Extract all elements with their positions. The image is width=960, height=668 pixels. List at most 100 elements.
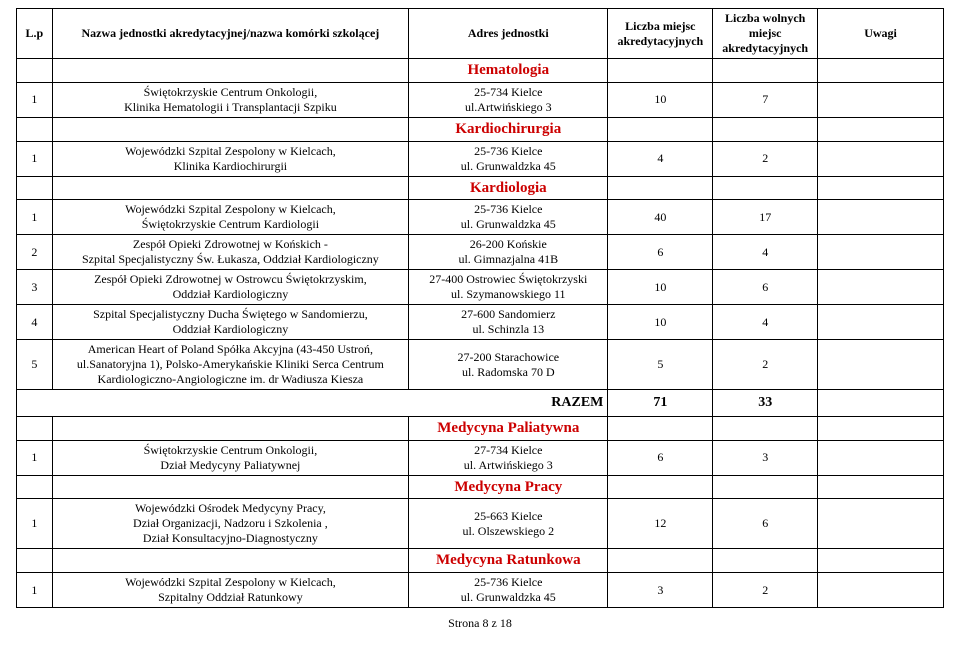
page: L.p Nazwa jednostki akredytacyjnej/nazwa… <box>0 0 960 639</box>
section-title-cell: Medycyna Ratunkowa <box>409 549 608 573</box>
cell-uwagi <box>818 305 944 340</box>
table-row: 1Wojewódzki Szpital Zespolony w Kielcach… <box>17 141 944 176</box>
section-spacer <box>17 117 53 141</box>
section-spacer <box>713 475 818 499</box>
cell-name: Wojewódzki Ośrodek Medycyny Pracy,Dział … <box>52 499 409 549</box>
cell-uwagi <box>818 440 944 475</box>
section-row: Kardiochirurgia <box>17 117 944 141</box>
section-row: Medycyna Ratunkowa <box>17 549 944 573</box>
header-col2: Liczba wolnych miejsc akredytacyjnych <box>713 9 818 59</box>
cell-uwagi <box>818 82 944 117</box>
table-row: 1Świętokrzyskie Centrum Onkologii,Dział … <box>17 440 944 475</box>
cell-v2: 2 <box>713 340 818 390</box>
section-spacer <box>713 416 818 440</box>
header-name: Nazwa jednostki akredytacyjnej/nazwa kom… <box>52 9 409 59</box>
section-spacer <box>818 475 944 499</box>
accreditation-table: L.p Nazwa jednostki akredytacyjnej/nazwa… <box>16 8 944 608</box>
cell-v1: 6 <box>608 235 713 270</box>
section-title: Kardiologia <box>470 180 547 196</box>
cell-v2: 7 <box>713 82 818 117</box>
table-body: Hematologia1Świętokrzyskie Centrum Onkol… <box>17 59 944 608</box>
table-row: 4Szpital Specjalistyczny Ducha Świętego … <box>17 305 944 340</box>
cell-uwagi <box>818 499 944 549</box>
table-row: 2Zespół Opieki Zdrowotnej w Końskich -Sz… <box>17 235 944 270</box>
cell-addr: 27-400 Ostrowiec Świętokrzyskiul. Szyman… <box>409 270 608 305</box>
cell-v2: 3 <box>713 440 818 475</box>
section-spacer <box>818 416 944 440</box>
section-spacer <box>608 416 713 440</box>
section-spacer <box>17 176 53 200</box>
cell-v1: 10 <box>608 82 713 117</box>
section-spacer <box>713 176 818 200</box>
section-spacer <box>608 549 713 573</box>
section-spacer <box>52 117 409 141</box>
cell-addr: 27-200 Starachowiceul. Radomska 70 D <box>409 340 608 390</box>
cell-addr: 25-736 Kielceul. Grunwaldzka 45 <box>409 141 608 176</box>
cell-v1: 4 <box>608 141 713 176</box>
cell-addr: 27-734 Kielceul. Artwińskiego 3 <box>409 440 608 475</box>
section-row: Medycyna Paliatywna <box>17 416 944 440</box>
table-row: 1Wojewódzki Szpital Zespolony w Kielcach… <box>17 573 944 608</box>
section-row: Medycyna Pracy <box>17 475 944 499</box>
section-spacer <box>713 549 818 573</box>
cell-lp: 4 <box>17 305 53 340</box>
section-spacer <box>17 416 53 440</box>
cell-v1: 6 <box>608 440 713 475</box>
section-spacer <box>818 117 944 141</box>
cell-uwagi <box>818 270 944 305</box>
section-spacer <box>713 59 818 83</box>
razem-v2: 33 <box>713 390 818 417</box>
cell-addr: 25-736 Kielceul. Grunwaldzka 45 <box>409 573 608 608</box>
cell-uwagi <box>818 141 944 176</box>
section-title: Medycyna Ratunkowa <box>436 552 581 568</box>
table-row: 1Wojewódzki Ośrodek Medycyny Pracy,Dział… <box>17 499 944 549</box>
cell-name: Szpital Specjalistyczny Ducha Świętego w… <box>52 305 409 340</box>
section-spacer <box>818 549 944 573</box>
table-row: 1Wojewódzki Szpital Zespolony w Kielcach… <box>17 200 944 235</box>
section-spacer <box>17 59 53 83</box>
section-spacer <box>818 176 944 200</box>
cell-name: Świętokrzyskie Centrum Onkologii,Klinika… <box>52 82 409 117</box>
section-spacer <box>818 59 944 83</box>
cell-lp: 1 <box>17 200 53 235</box>
cell-addr: 25-736 Kielceul. Grunwaldzka 45 <box>409 200 608 235</box>
cell-name: Świętokrzyskie Centrum Onkologii,Dział M… <box>52 440 409 475</box>
cell-v2: 4 <box>713 305 818 340</box>
razem-label: RAZEM <box>17 390 608 417</box>
table-row: 3Zespół Opieki Zdrowotnej w Ostrowcu Świ… <box>17 270 944 305</box>
section-spacer <box>608 176 713 200</box>
section-title-cell: Medycyna Paliatywna <box>409 416 608 440</box>
table-row: 5American Heart of Poland Spółka Akcyjna… <box>17 340 944 390</box>
section-title-cell: Hematologia <box>409 59 608 83</box>
section-spacer <box>17 475 53 499</box>
cell-name: Wojewódzki Szpital Zespolony w Kielcach,… <box>52 200 409 235</box>
cell-v1: 5 <box>608 340 713 390</box>
cell-v1: 40 <box>608 200 713 235</box>
section-title: Kardiochirurgia <box>455 121 561 137</box>
cell-v2: 2 <box>713 573 818 608</box>
section-title-cell: Kardiochirurgia <box>409 117 608 141</box>
cell-v2: 4 <box>713 235 818 270</box>
cell-v1: 12 <box>608 499 713 549</box>
section-spacer <box>713 117 818 141</box>
cell-addr: 26-200 Końskieul. Gimnazjalna 41B <box>409 235 608 270</box>
cell-v1: 10 <box>608 305 713 340</box>
cell-name: Zespół Opieki Zdrowotnej w Ostrowcu Świę… <box>52 270 409 305</box>
cell-lp: 1 <box>17 82 53 117</box>
cell-uwagi <box>818 200 944 235</box>
section-spacer <box>52 475 409 499</box>
section-spacer <box>52 416 409 440</box>
cell-lp: 1 <box>17 440 53 475</box>
cell-name: Zespół Opieki Zdrowotnej w Końskich -Szp… <box>52 235 409 270</box>
cell-addr: 27-600 Sandomierzul. Schinzla 13 <box>409 305 608 340</box>
cell-v2: 2 <box>713 141 818 176</box>
cell-name: Wojewódzki Szpital Zespolony w Kielcach,… <box>52 141 409 176</box>
cell-name: Wojewódzki Szpital Zespolony w Kielcach,… <box>52 573 409 608</box>
header-col1: Liczba miejsc akredytacyjnych <box>608 9 713 59</box>
cell-addr: 25-734 Kielceul.Artwińskiego 3 <box>409 82 608 117</box>
page-footer: Strona 8 z 18 <box>16 616 944 631</box>
section-spacer <box>608 475 713 499</box>
cell-v2: 17 <box>713 200 818 235</box>
cell-lp: 3 <box>17 270 53 305</box>
section-spacer <box>52 176 409 200</box>
